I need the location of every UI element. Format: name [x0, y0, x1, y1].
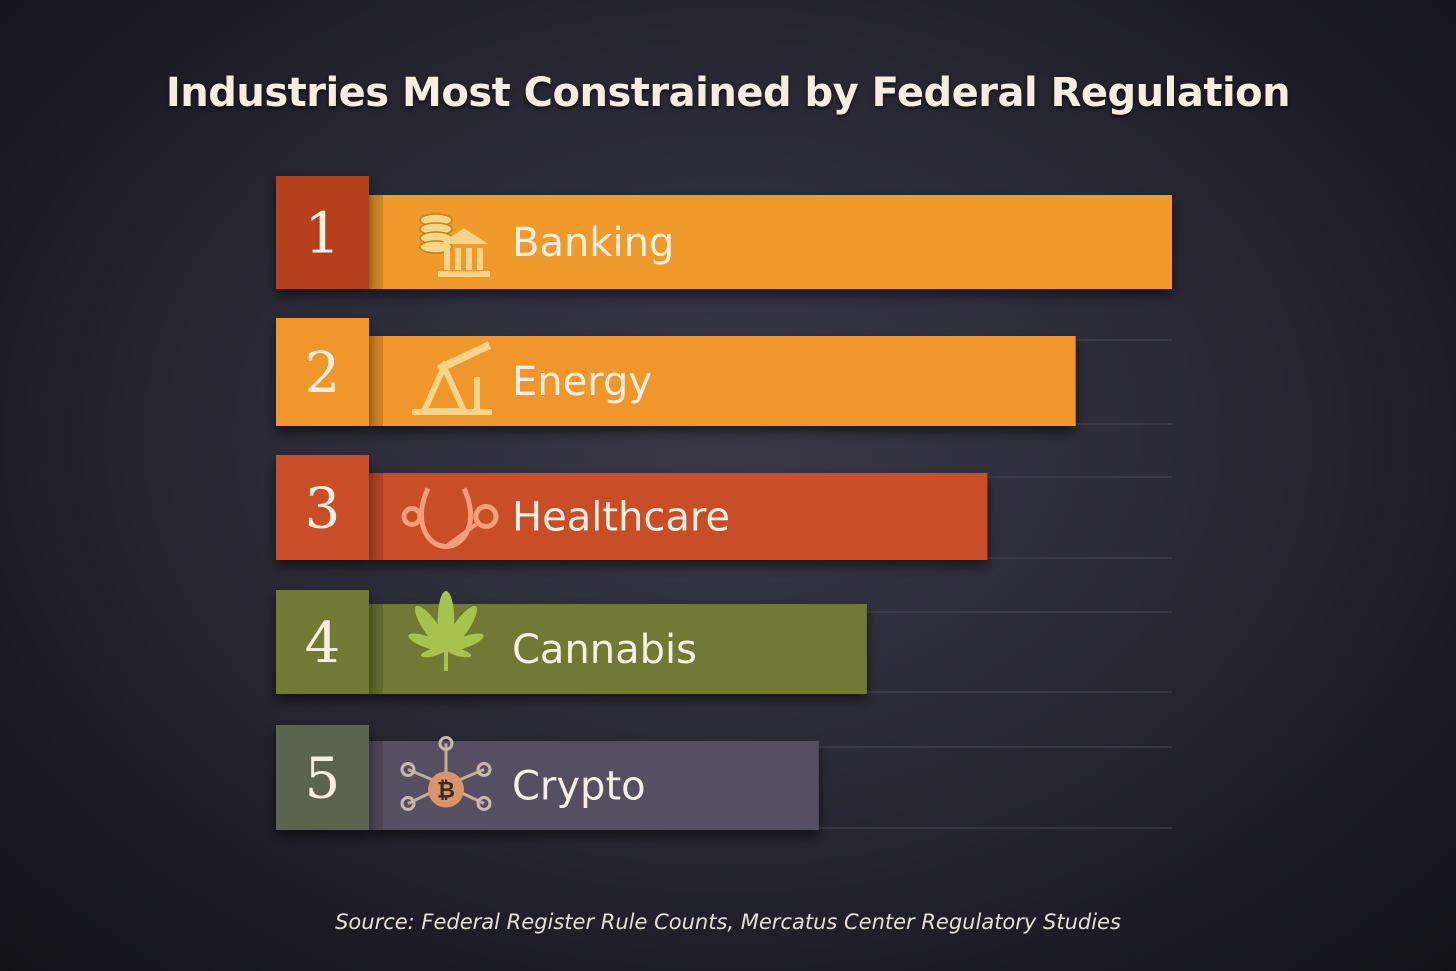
bar-row-crypto: 5 ₿ Crypto	[276, 725, 1172, 830]
bar-row-banking: 1 Banking	[276, 176, 1172, 289]
cannabis-leaf-icon	[408, 591, 484, 671]
bar-label: Energy	[512, 359, 652, 405]
rank-number: 5	[305, 747, 341, 812]
svg-text:₿: ₿	[437, 779, 455, 804]
bar-shade	[369, 336, 383, 426]
chart-title: Industries Most Constrained by Federal R…	[165, 70, 1291, 116]
bar-shade	[369, 741, 383, 830]
stethoscope-icon	[401, 487, 499, 550]
bar-row-cannabis: 4 Cannabis	[276, 590, 1172, 694]
rank-box	[276, 318, 369, 426]
bar-shade	[369, 473, 383, 560]
rank-number: 1	[305, 202, 341, 267]
rank-number: 4	[305, 611, 341, 676]
oil-pump-icon	[412, 341, 492, 415]
bar-label: Healthcare	[512, 495, 730, 541]
bar-row-energy: 2 Energy	[276, 318, 1172, 426]
rank-box	[276, 590, 369, 694]
bar-shade	[369, 195, 383, 289]
bitcoin-network-icon: ₿	[400, 736, 492, 811]
rank-number: 2	[305, 341, 341, 406]
rank-number: 3	[305, 477, 341, 542]
bar-label: Banking	[512, 220, 674, 266]
source-note: Source: Federal Register Rule Counts, Me…	[335, 910, 1121, 934]
bar-label: Cannabis	[512, 627, 697, 673]
rank-box	[276, 725, 369, 830]
coins-bank-icon	[419, 213, 490, 277]
bar-row-healthcare: 3 Healthcare	[276, 455, 1172, 560]
rank-box	[276, 176, 369, 289]
bar-label: Crypto	[512, 764, 646, 810]
bar-shade	[369, 604, 383, 694]
rank-box	[276, 455, 369, 560]
bar-banking	[369, 195, 1172, 289]
